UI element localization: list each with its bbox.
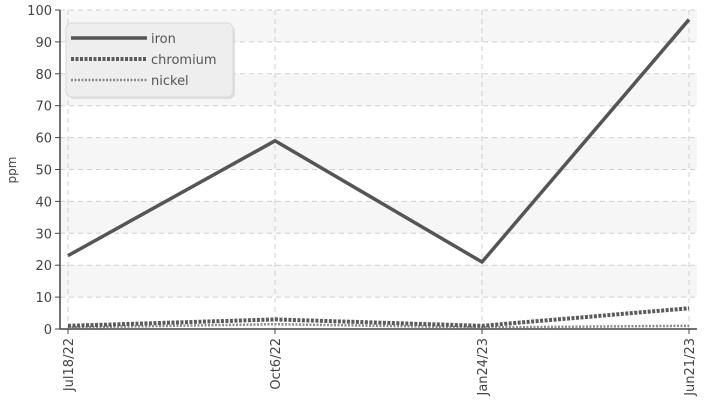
plot-band [60,233,697,266]
x-tick-labels: Jul18/22 Oct6/22 Jan24/23 Jun21/23 [62,329,698,397]
y-tick-label: 50 [35,164,52,179]
x-tick-label: Jul18/22 [62,338,77,392]
y-tick-label: 100 [27,4,52,19]
plot-band [60,265,697,298]
x-tick-label: Jun21/23 [683,338,698,397]
y-tick-labels: 0 10 20 30 40 50 60 70 80 90 100 [27,4,60,338]
legend-box [65,22,234,98]
series-line-iron [67,18,691,264]
y-tick-label: 70 [35,100,52,115]
x-tick-label: Jan24/23 [476,338,491,397]
series-lines [67,18,691,329]
y-tick-label: 30 [35,227,52,242]
y-tick-label: 40 [35,195,52,210]
plot-band [60,137,697,170]
legend-label-iron: iron [151,32,176,47]
plot-band [60,169,697,202]
legend: iron chromium nickel [65,22,235,99]
y-tick-label: 0 [44,323,52,338]
legend-label-nickel: nickel [151,74,189,89]
x-tick-label: Oct6/22 [269,338,284,390]
series-line-chromium [67,306,690,328]
y-tick-label: 90 [35,36,52,51]
y-tick-label: 10 [35,291,52,306]
y-tick-label: 60 [35,132,52,147]
plot-band [60,201,697,234]
y-tick-label: 20 [35,259,52,274]
y-axis-title: ppm [5,157,19,184]
y-tick-label: 80 [35,68,52,83]
legend-label-chromium: chromium [151,53,217,68]
